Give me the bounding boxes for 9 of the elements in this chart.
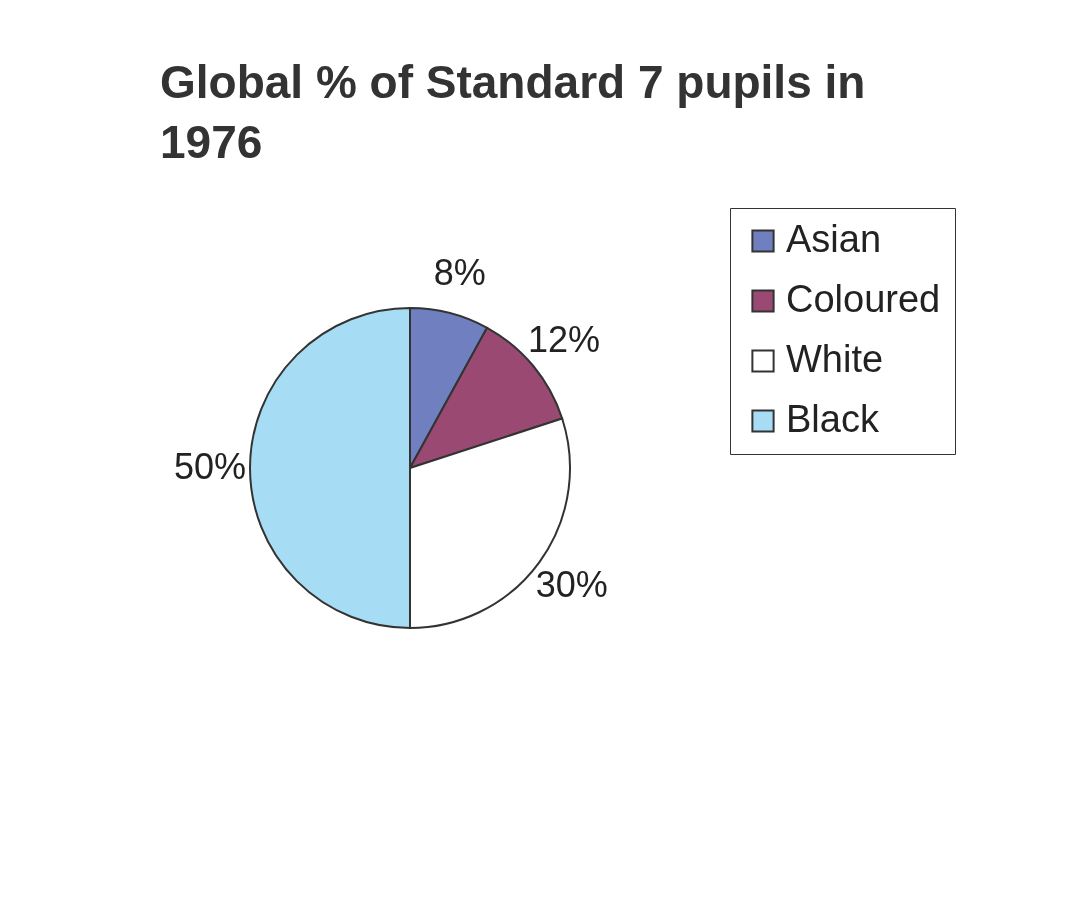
legend-label: Coloured xyxy=(786,278,941,320)
legend-label: Asian xyxy=(786,218,882,260)
legend-label: Black xyxy=(786,398,880,440)
data-label: 30% xyxy=(535,563,608,605)
data-label: 50% xyxy=(173,446,247,487)
chart-title: Global % of Standard 7 pupils in 1976 xyxy=(160,55,866,168)
data-label: 12% xyxy=(528,318,601,360)
data-label: 8% xyxy=(433,252,486,294)
legend-label: White xyxy=(786,338,884,380)
